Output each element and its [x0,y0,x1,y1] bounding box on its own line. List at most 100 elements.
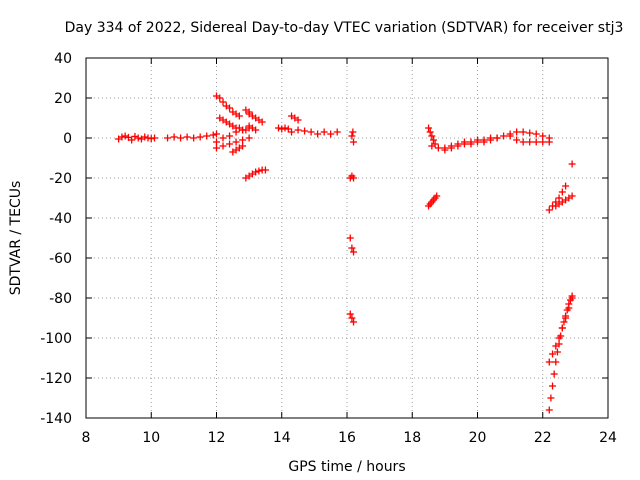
data-point [526,129,534,137]
data-point [278,125,286,133]
data-point [426,128,434,136]
data-point [314,130,322,138]
series-arc-6 [213,134,253,152]
data-point [441,146,449,154]
data-point [553,348,561,356]
x-tick-labels: 8 10 12 14 16 18 20 22 24 [82,430,617,446]
data-point [532,138,540,146]
data-point [164,134,172,142]
data-point [467,140,475,148]
data-point [425,124,433,132]
data-point [545,358,553,366]
y-tick-label: -140 [40,411,72,427]
series-arc-18 [425,124,439,148]
series-arc-28 [545,294,576,366]
y-tick-label: -100 [40,331,72,347]
series-arc-12 [288,126,322,138]
data-point [177,134,185,142]
data-point [239,126,247,134]
data-point [350,174,358,182]
data-point [346,310,354,318]
data-point [568,294,576,302]
series-arc-16 [346,234,358,256]
data-point [203,132,211,140]
data-point [226,104,234,112]
y-tick-label: -80 [49,291,72,307]
data-point [565,304,573,312]
data-point [428,132,436,140]
x-tick-label: 24 [599,430,617,446]
data-point [454,142,462,150]
y-tick-label: -40 [49,211,72,227]
y-tick-label: 0 [63,131,72,147]
data-point [539,132,547,140]
data-point [235,112,243,120]
x-tick-label: 16 [338,430,356,446]
data-point [526,138,534,146]
data-point [545,138,553,146]
data-point [226,132,234,140]
data-point [545,406,553,414]
axis-ticks [85,57,609,419]
data-point [213,144,220,152]
data-point [258,118,266,126]
data-point [562,314,570,322]
data-point [294,126,302,134]
data-point [121,132,129,140]
x-tick-label: 12 [208,430,226,446]
x-tick-label: 14 [273,430,291,446]
data-point [558,188,566,196]
series-arc-23 [513,136,553,146]
y-tick-label: 20 [54,91,72,107]
chart-title: Day 334 of 2022, Sidereal Day-to-day VTE… [65,20,624,36]
data-point [549,382,557,390]
data-point [433,192,441,200]
data-point [232,138,240,146]
data-point [350,318,358,326]
data-point [350,138,358,146]
data-point [429,136,437,144]
y-tick-label: 40 [54,51,72,67]
data-point [493,134,501,142]
data-point [519,128,527,136]
data-point [560,318,568,326]
data-point [555,334,563,342]
series-arc-2 [164,130,220,142]
y-tick-label: -20 [49,171,72,187]
data-point [348,132,356,140]
data-point [274,124,282,132]
data-point [568,160,576,168]
x-tick-label: 22 [534,430,552,446]
data-point [434,144,442,152]
y-tick-label: -60 [49,251,72,267]
data-point [562,182,570,190]
data-point [190,134,198,142]
data-point [219,142,227,150]
data-point [348,314,356,322]
data-point [568,192,576,200]
data-point [226,140,234,148]
data-point [196,133,204,141]
y-tick-labels: -140 -120 -100 -80 -60 -40 -20 0 20 40 [40,51,72,427]
data-point [547,394,555,402]
data-point [239,142,247,150]
x-tick-label: 10 [142,430,160,446]
data-point [307,128,315,136]
data-point [219,98,227,106]
x-axis-label: GPS time / hours [288,459,405,475]
data-point [216,94,224,102]
data-point [487,136,495,144]
series-arc-10 [274,124,292,133]
data-point [506,130,514,138]
data-point [252,168,260,176]
data-point [519,138,527,146]
x-tick-label: 20 [469,430,487,446]
data-point [447,144,455,152]
data-point [428,142,436,150]
data-point [500,132,508,140]
series-arc-5 [213,122,253,146]
series-arc-25 [552,192,576,210]
data-point [219,134,227,142]
series-arc-13 [320,128,341,138]
